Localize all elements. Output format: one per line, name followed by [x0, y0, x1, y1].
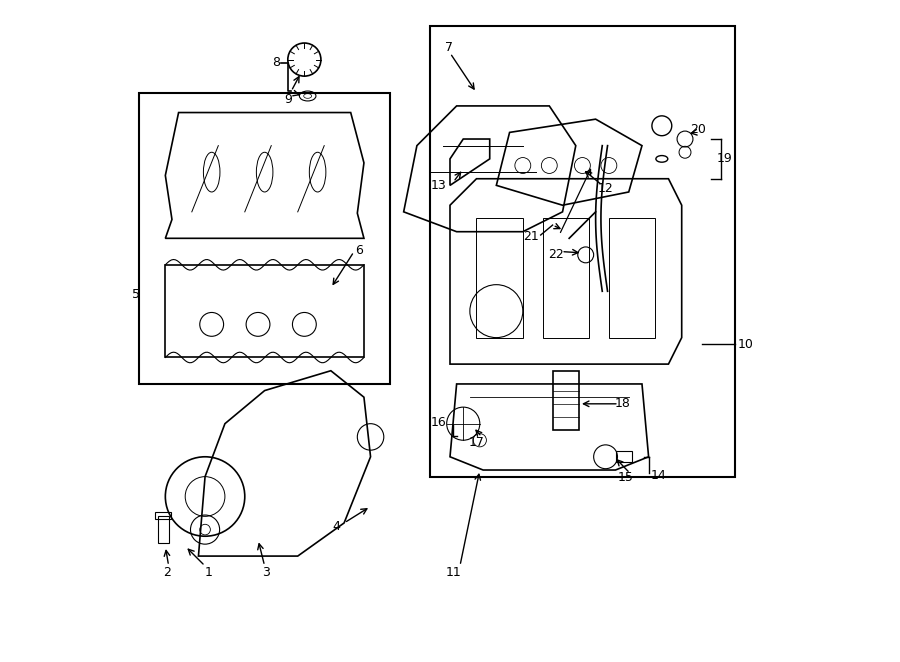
Bar [616, 451, 632, 462]
Text: 16: 16 [431, 416, 446, 429]
Bar [156, 512, 171, 519]
Text: 12: 12 [598, 182, 614, 195]
Bar [476, 218, 523, 338]
Bar [553, 371, 579, 430]
Text: 5: 5 [131, 288, 140, 301]
Bar [158, 516, 168, 543]
Text: 3: 3 [262, 566, 270, 579]
Text: 20: 20 [690, 122, 707, 136]
Text: 1: 1 [204, 566, 212, 579]
Text: 19: 19 [717, 152, 733, 166]
Text: 18: 18 [614, 397, 630, 410]
Text: 14: 14 [651, 469, 666, 482]
Text: 6: 6 [355, 244, 363, 257]
Text: 4: 4 [332, 520, 340, 533]
Text: 11: 11 [446, 566, 461, 579]
Bar [609, 218, 655, 338]
Bar [166, 265, 364, 357]
Text: 15: 15 [617, 471, 634, 485]
Text: 13: 13 [431, 179, 446, 192]
Text: 7: 7 [445, 41, 453, 54]
Bar [139, 93, 391, 384]
Text: 9: 9 [284, 93, 292, 106]
Text: 22: 22 [548, 248, 563, 261]
Text: 21: 21 [524, 230, 539, 244]
Text: 2: 2 [163, 566, 171, 579]
Text: 10: 10 [738, 338, 754, 351]
Text: 8: 8 [272, 56, 280, 70]
Bar [430, 26, 734, 477]
Text: 17: 17 [469, 436, 484, 449]
Bar [543, 218, 589, 338]
